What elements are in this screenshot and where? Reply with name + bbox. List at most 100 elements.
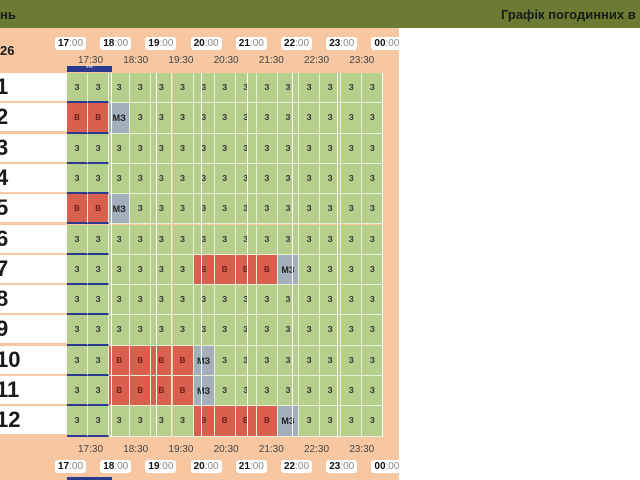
available-cell[interactable]: З: [88, 315, 110, 346]
available-cell[interactable]: З: [320, 315, 342, 346]
available-cell[interactable]: З: [172, 224, 194, 255]
available-cell[interactable]: З: [109, 285, 131, 316]
available-cell[interactable]: З: [341, 254, 363, 286]
available-cell[interactable]: З: [235, 73, 257, 104]
outage-cell[interactable]: В: [214, 406, 236, 437]
available-cell[interactable]: З: [151, 194, 173, 225]
available-cell[interactable]: З: [299, 406, 321, 437]
available-cell[interactable]: З: [256, 224, 278, 255]
available-cell[interactable]: З: [235, 224, 257, 255]
available-cell[interactable]: З: [299, 315, 321, 346]
available-cell[interactable]: З: [109, 133, 131, 164]
available-cell[interactable]: З: [341, 315, 363, 346]
available-cell[interactable]: З: [235, 345, 257, 376]
available-cell[interactable]: З: [362, 163, 384, 195]
available-cell[interactable]: З: [88, 133, 110, 164]
available-cell[interactable]: З: [67, 254, 88, 286]
available-cell[interactable]: З: [193, 285, 215, 316]
available-cell[interactable]: З: [67, 345, 88, 376]
available-cell[interactable]: З: [256, 133, 278, 164]
available-cell[interactable]: З: [172, 285, 194, 316]
available-cell[interactable]: З: [278, 224, 299, 255]
outage-cell[interactable]: В: [88, 194, 110, 225]
available-cell[interactable]: З: [214, 315, 236, 346]
available-cell[interactable]: З: [67, 406, 88, 437]
available-cell[interactable]: З: [299, 103, 321, 134]
available-cell[interactable]: З: [151, 224, 173, 255]
available-cell[interactable]: З: [299, 73, 321, 104]
available-cell[interactable]: З: [235, 376, 257, 407]
available-cell[interactable]: З: [109, 406, 131, 437]
available-cell[interactable]: З: [130, 315, 152, 346]
available-cell[interactable]: З: [341, 103, 363, 134]
available-cell[interactable]: З: [130, 194, 152, 225]
available-cell[interactable]: З: [214, 133, 236, 164]
available-cell[interactable]: З: [109, 224, 131, 255]
available-cell[interactable]: З: [214, 163, 236, 195]
available-cell[interactable]: З: [130, 103, 152, 134]
available-cell[interactable]: З: [214, 103, 236, 134]
available-cell[interactable]: З: [256, 194, 278, 225]
available-cell[interactable]: З: [362, 224, 384, 255]
available-cell[interactable]: З: [362, 103, 384, 134]
available-cell[interactable]: З: [172, 163, 194, 195]
outage-cell[interactable]: В: [193, 254, 215, 286]
available-cell[interactable]: З: [299, 376, 321, 407]
outage-cell[interactable]: В: [214, 254, 236, 286]
available-cell[interactable]: З: [172, 254, 194, 286]
available-cell[interactable]: З: [299, 163, 321, 195]
available-cell[interactable]: З: [320, 285, 342, 316]
available-cell[interactable]: З: [362, 345, 384, 376]
available-cell[interactable]: З: [235, 133, 257, 164]
available-cell[interactable]: З: [109, 163, 131, 195]
maybe-outage-cell[interactable]: МЗ: [109, 194, 131, 225]
available-cell[interactable]: З: [214, 194, 236, 225]
available-cell[interactable]: З: [320, 224, 342, 255]
available-cell[interactable]: З: [88, 285, 110, 316]
available-cell[interactable]: З: [278, 285, 299, 316]
available-cell[interactable]: З: [193, 103, 215, 134]
outage-cell[interactable]: В: [256, 254, 278, 286]
available-cell[interactable]: З: [256, 315, 278, 346]
outage-cell[interactable]: В: [67, 194, 88, 225]
available-cell[interactable]: З: [151, 103, 173, 134]
available-cell[interactable]: З: [362, 254, 384, 286]
available-cell[interactable]: З: [362, 194, 384, 225]
available-cell[interactable]: З: [341, 73, 363, 104]
available-cell[interactable]: З: [151, 285, 173, 316]
available-cell[interactable]: З: [299, 224, 321, 255]
available-cell[interactable]: З: [299, 133, 321, 164]
available-cell[interactable]: З: [278, 73, 299, 104]
maybe-outage-cell[interactable]: МЗ: [193, 345, 215, 376]
available-cell[interactable]: З: [172, 194, 194, 225]
available-cell[interactable]: З: [235, 163, 257, 195]
maybe-outage-cell[interactable]: МЗ: [278, 406, 299, 437]
available-cell[interactable]: З: [299, 194, 321, 225]
available-cell[interactable]: З: [320, 406, 342, 437]
outage-cell[interactable]: В: [235, 254, 257, 286]
available-cell[interactable]: З: [172, 73, 194, 104]
available-cell[interactable]: З: [341, 345, 363, 376]
available-cell[interactable]: З: [299, 285, 321, 316]
available-cell[interactable]: З: [88, 254, 110, 286]
available-cell[interactable]: З: [214, 73, 236, 104]
outage-cell[interactable]: В: [151, 345, 173, 376]
available-cell[interactable]: З: [67, 376, 88, 407]
available-cell[interactable]: З: [320, 194, 342, 225]
available-cell[interactable]: З: [130, 133, 152, 164]
available-cell[interactable]: З: [256, 103, 278, 134]
available-cell[interactable]: З: [278, 345, 299, 376]
available-cell[interactable]: З: [88, 376, 110, 407]
available-cell[interactable]: З: [67, 315, 88, 346]
available-cell[interactable]: З: [256, 163, 278, 195]
available-cell[interactable]: З: [172, 315, 194, 346]
available-cell[interactable]: З: [130, 73, 152, 104]
available-cell[interactable]: З: [130, 163, 152, 195]
outage-cell[interactable]: В: [256, 406, 278, 437]
available-cell[interactable]: З: [256, 285, 278, 316]
available-cell[interactable]: З: [341, 194, 363, 225]
outage-cell[interactable]: В: [193, 406, 215, 437]
available-cell[interactable]: З: [320, 376, 342, 407]
available-cell[interactable]: З: [130, 224, 152, 255]
available-cell[interactable]: З: [235, 194, 257, 225]
